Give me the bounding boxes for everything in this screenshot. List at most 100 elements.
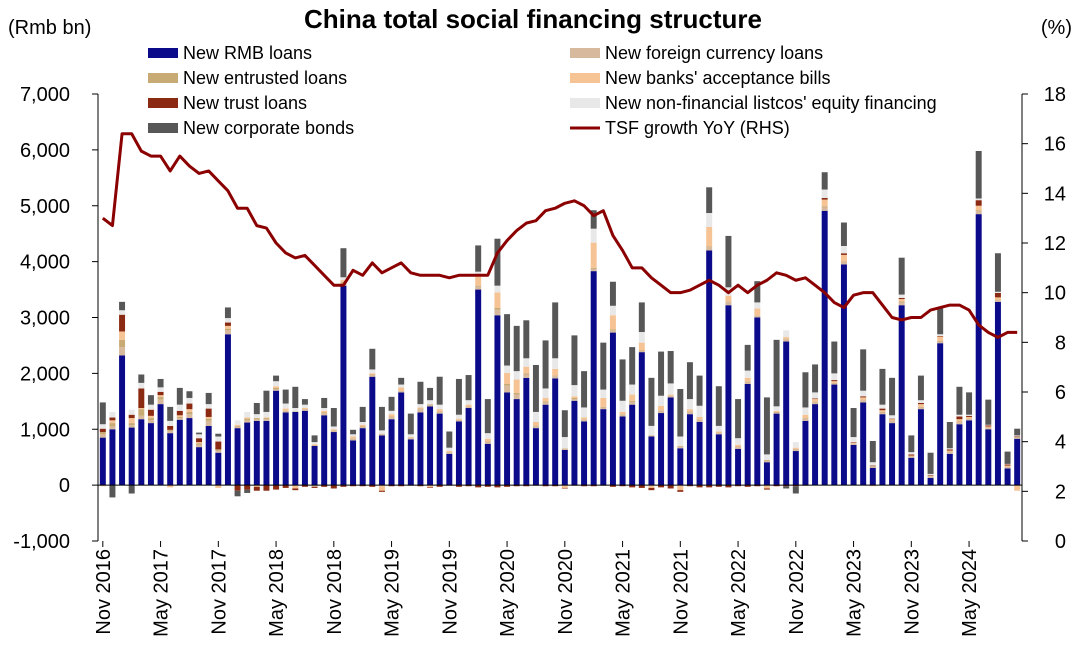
bar-5-42 [504,365,511,373]
bar-6-9 [186,391,193,398]
bar-1-72 [792,449,799,452]
bar-5-71 [783,330,790,338]
x-tick-label-3: May 2018 [266,549,288,637]
bar-6-62 [696,375,703,406]
bar-4-21 [301,485,308,487]
bar-4-90 [966,415,973,417]
bar-0-37 [455,421,462,486]
bar-3-0 [99,485,106,487]
bar-stack-68 [754,281,761,487]
x-tick-label-1: May 2017 [151,549,173,637]
bar-6-56 [638,302,645,333]
bar-3-4 [138,408,145,410]
bar-1-86 [927,476,934,478]
bar-5-40 [484,433,491,439]
bar-5-43 [513,371,520,380]
bar-1-42 [504,385,511,393]
bar-3-76 [831,381,838,383]
bar-1-79 [860,400,867,403]
bar-3-82 [889,419,896,421]
bar-1-64 [715,433,722,435]
bar-1-17 [263,419,270,421]
bar-stack-66 [735,399,742,487]
bar-4-74 [812,398,819,400]
bar-1-66 [735,447,742,449]
x-tick-label-7: May 2020 [497,549,519,637]
bar-stack-95 [1014,428,1021,491]
bar-6-23 [321,397,328,409]
bar-3-32 [407,437,414,438]
bar-3-87 [937,336,944,341]
right-tick-label-9: 0 [1055,531,1066,553]
bar-5-24 [330,426,337,430]
bar-stack-37 [455,378,462,487]
bar-6-73 [802,372,809,408]
bar-4-88 [946,449,953,451]
bar-5-50 [581,407,588,418]
legend-label-3: New banks' acceptance bills [605,68,831,88]
bar-3-53 [609,315,616,330]
bar-3-64 [715,431,722,433]
bar-3-83 [898,299,905,302]
bar-4-20 [292,488,299,491]
bar-0-3 [128,427,135,486]
bar-5-51 [590,228,597,243]
bar-5-84 [908,452,915,455]
bar-1-36 [446,452,453,454]
bar-stack-18 [273,375,280,490]
bar-2-32 [407,437,414,439]
bar-6-52 [600,342,607,390]
bar-4-67 [744,485,751,487]
bar-5-72 [792,442,799,448]
bar-1-55 [629,401,636,405]
bar-1-1 [109,426,116,430]
bar-2-35 [436,411,443,412]
bar-3-10 [196,442,203,444]
bar-5-12 [215,436,222,442]
bar-0-48 [561,449,568,486]
bar-0-21 [301,410,308,486]
bar-3-49 [571,396,578,398]
bar-4-40 [484,485,491,487]
right-tick-label-8: 2 [1055,481,1066,503]
bar-6-2 [119,301,126,311]
bar-3-54 [619,411,626,415]
bar-1-53 [609,330,616,333]
bar-stack-72 [792,442,799,494]
bar-0-13 [224,334,231,486]
bar-1-78 [850,443,857,445]
bar-6-26 [350,429,357,435]
bar-stack-79 [860,349,867,486]
bar-4-19 [282,485,289,488]
bar-1-62 [696,419,703,422]
bar-6-63 [706,187,713,214]
bar-6-88 [946,421,953,449]
bar-4-14 [234,485,241,491]
right-tick-label-5: 8 [1055,332,1066,354]
bar-6-72 [792,486,799,494]
bar-3-38 [465,404,472,407]
bar-6-39 [475,245,482,272]
bar-stack-63 [706,187,713,488]
bar-5-33 [417,404,424,408]
bar-3-20 [292,485,299,489]
bar-1-31 [398,391,405,393]
bar-1-12 [215,450,222,453]
bar-6-30 [388,396,395,411]
bar-stack-20 [292,386,299,491]
bar-1-75 [821,207,828,211]
bar-0-67 [744,383,751,486]
bar-4-68 [754,485,761,487]
bar-stack-39 [475,245,482,488]
bar-5-41 [494,285,501,293]
bar-stack-80 [869,440,876,487]
bar-3-34 [427,485,434,488]
bar-5-90 [966,414,973,416]
legend-swatch-6 [148,123,178,133]
bar-4-10 [196,438,203,443]
bar-0-88 [946,453,953,486]
bar-5-62 [696,405,703,417]
bar-6-31 [398,377,405,385]
bar-0-41 [494,315,501,486]
